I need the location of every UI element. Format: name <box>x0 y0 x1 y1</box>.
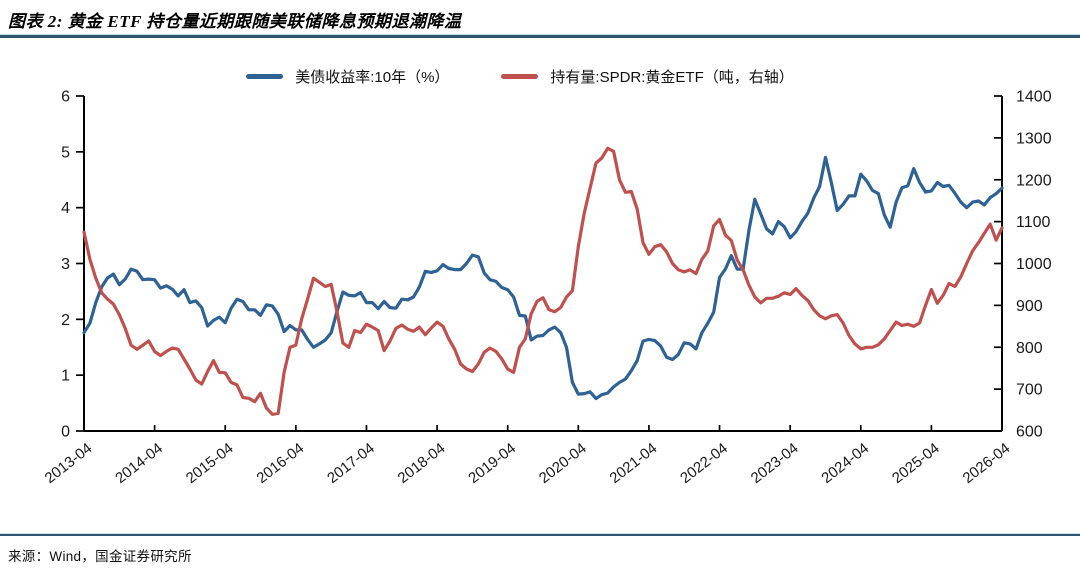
figure-title: 图表 2: 黄金 ETF 持仓量近期跟随美联储降息预期退潮降温 <box>8 12 462 31</box>
x-tick-label: 2021-04 <box>607 440 661 487</box>
x-tick-label: 2026-04 <box>960 440 1014 487</box>
source-note: 来源：Wind，国金证券研究所 <box>8 549 192 564</box>
y-left-tick-label: 6 <box>61 89 70 106</box>
y-right-tick-label: 600 <box>1016 424 1043 441</box>
y-right-tick-label: 900 <box>1016 298 1043 315</box>
y-right-tick-label: 1000 <box>1016 256 1052 273</box>
treasury-yield-line <box>82 155 1004 401</box>
x-tick-label: 2025-04 <box>889 440 943 487</box>
treasury-yield-swatch <box>246 74 284 79</box>
gold-etf-holdings-line <box>82 146 1004 416</box>
y-left-tick-label: 0 <box>61 424 70 441</box>
y-left-tick-label: 1 <box>61 368 70 385</box>
y-right-tick-label: 800 <box>1016 340 1043 357</box>
x-tick-label: 2016-04 <box>253 440 307 487</box>
legend-item-gold-etf: 持有量:SPDR:黄金ETF（吨，右轴） <box>501 66 794 87</box>
x-axis: 2013-04 2014-04 2015-04 2016-04 2017-04 2018-… <box>42 425 1014 487</box>
legend-item-treasury-yield: 美债收益率:10年（%） <box>246 66 449 87</box>
x-tick-label: 2015-04 <box>183 440 237 487</box>
y-left-tick-label: 2 <box>61 312 70 329</box>
y-left-tick-label: 3 <box>61 256 70 273</box>
y-axis-right: 600 700 800 900 1000 1100 1200 1300 1400 <box>994 89 1052 441</box>
treasury-yield-label: 美债收益率:10年（%） <box>295 69 450 86</box>
gold-etf-swatch <box>501 74 539 79</box>
footer-separator-rule <box>0 533 1080 536</box>
y-left-tick-label: 5 <box>61 144 70 161</box>
x-tick-label: 2020-04 <box>536 440 590 487</box>
y-right-tick-label: 1200 <box>1016 172 1052 189</box>
y-right-tick-label: 1100 <box>1016 214 1051 231</box>
x-tick-label: 2018-04 <box>395 440 449 487</box>
y-right-tick-label: 1400 <box>1016 89 1052 106</box>
x-tick-label: 2017-04 <box>324 440 378 487</box>
x-tick-label: 2014-04 <box>112 440 166 487</box>
x-tick-label: 2022-04 <box>677 440 731 487</box>
gold-etf-label: 持有量:SPDR:黄金ETF（吨，右轴） <box>550 69 794 86</box>
y-left-tick-label: 4 <box>61 200 70 217</box>
y-right-tick-label: 1300 <box>1016 130 1052 147</box>
x-tick-label: 2024-04 <box>818 440 872 487</box>
x-tick-label: 2013-04 <box>42 440 96 487</box>
x-tick-label: 2023-04 <box>748 440 802 487</box>
chart-legend: 美债收益率:10年（%） 持有量:SPDR:黄金ETF（吨，右轴） <box>0 66 1060 87</box>
title-separator-rule <box>0 34 1080 38</box>
y-axis-left: 0 1 2 3 4 5 6 <box>61 89 85 441</box>
y-right-tick-label: 700 <box>1016 382 1043 399</box>
x-tick-label: 2019-04 <box>465 440 519 487</box>
